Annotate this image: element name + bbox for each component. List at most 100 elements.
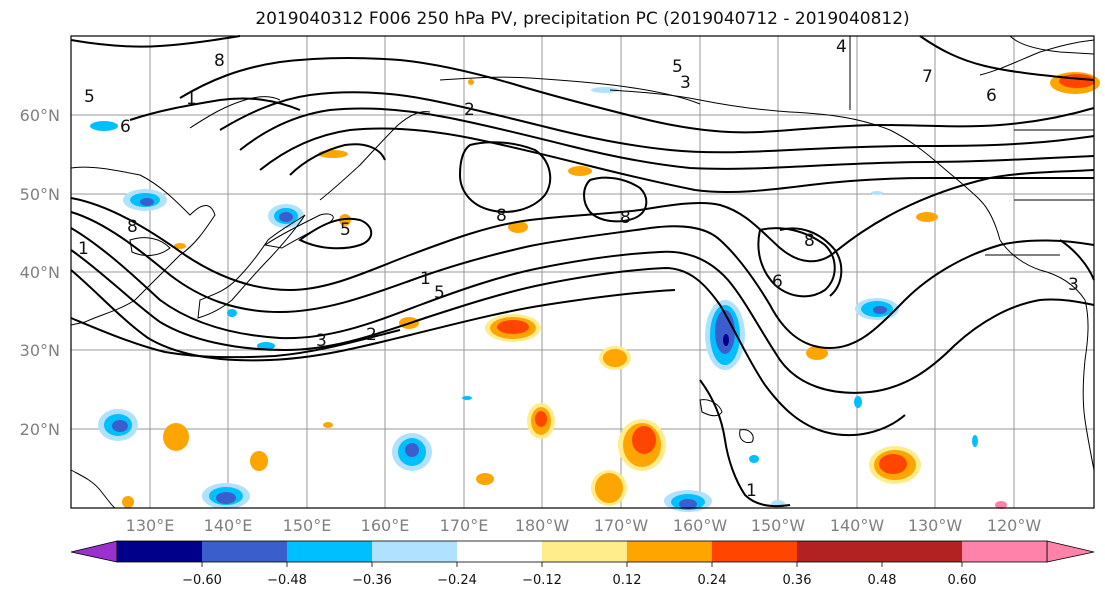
negative-precip-blob	[855, 298, 899, 320]
longitude-label: 130°E	[126, 516, 175, 535]
longitude-label: 170°W	[594, 516, 649, 535]
pv-contour-label: 8	[496, 206, 507, 226]
colorbar-segment	[797, 541, 882, 562]
longitude-label: 170°E	[440, 516, 489, 535]
colorbar: −0.60 −0.48 −0.36 −0.24 −0.12 0.12 0.24 …	[70, 540, 1095, 588]
negative-precip-blob	[749, 455, 759, 463]
colorbar-extend-high	[1046, 540, 1095, 563]
pv-contour-label: 2	[366, 325, 377, 345]
colorbar-tick-label: 0.48	[868, 573, 897, 588]
colorbar-segment	[627, 541, 712, 562]
longitude-label: 120°W	[987, 516, 1042, 535]
longitude-label: 130°W	[908, 516, 963, 535]
positive-precip-blob	[806, 346, 828, 360]
positive-precip-blob	[1050, 72, 1100, 94]
precipitation-anomaly-fills	[90, 72, 1100, 512]
colorbar-segment	[882, 541, 962, 562]
colorbar-tick-label: 0.12	[613, 573, 642, 588]
negative-precip-blob	[854, 396, 862, 408]
longitude-label: 150°W	[751, 516, 806, 535]
map-title: 2019040312 F006 250 hPa PV, precipitatio…	[255, 9, 910, 29]
positive-precip-blob	[174, 243, 186, 249]
pv-contour-label: 1	[186, 89, 197, 109]
pv-contour-label: 4	[836, 37, 847, 57]
positive-precip-blob	[591, 470, 627, 506]
pv-contour-label: 7	[922, 67, 933, 87]
pv-contour-label: 8	[214, 51, 225, 71]
graticule	[71, 36, 1094, 508]
negative-precip-blob	[123, 189, 167, 211]
colorbar-tick-label: 0.24	[698, 573, 727, 588]
positive-precip-blob	[568, 166, 592, 176]
colorbar-tick-label: −0.48	[267, 573, 307, 588]
colorbar-tick-label: −0.36	[352, 573, 392, 588]
positive-precip-blob	[122, 496, 134, 508]
colorbar-ticks	[201, 562, 963, 567]
colorbar-segment	[287, 541, 372, 562]
coastlines	[70, 35, 1095, 509]
positive-precip-blob	[163, 423, 189, 451]
latitude-label: 50°N	[20, 185, 60, 204]
positive-precip-blob	[618, 419, 666, 471]
negative-precip-blob	[705, 300, 745, 370]
colorbar-outline	[116, 540, 1048, 563]
negative-precip-blob	[227, 309, 237, 317]
pv-contour-label: 1	[746, 481, 757, 501]
pv-contour-label: 1	[78, 239, 89, 259]
positive-precip-blob	[485, 314, 541, 342]
colorbar-extend-low	[70, 540, 118, 563]
positive-precip-blob	[318, 150, 348, 158]
pv-contour-label: 5	[434, 283, 445, 303]
colorbar-segment	[712, 541, 797, 562]
colorbar-segment	[117, 541, 202, 562]
positive-precip-blob	[869, 446, 921, 484]
latitude-label: 20°N	[20, 420, 60, 439]
positive-precip-blob	[476, 473, 494, 485]
colorbar-tick-label: 0.36	[783, 573, 812, 588]
pv-contour-label: 8	[620, 208, 631, 228]
pv-contour-label: 6	[986, 86, 997, 106]
map-frame	[70, 35, 1095, 509]
positive-precip-blob	[916, 212, 938, 222]
positive-precip-blob	[508, 221, 528, 233]
negative-precip-blob	[462, 396, 472, 400]
colorbar-segment	[372, 541, 457, 562]
positive-precip-blob	[339, 214, 351, 226]
positive-precip-blob	[599, 346, 631, 370]
positive-precip-blob	[995, 501, 1007, 509]
colorbar-segment	[542, 541, 627, 562]
pv-contour-label: 8	[127, 217, 138, 237]
negative-precip-blob	[202, 483, 250, 509]
pv-contour-label: 5	[672, 57, 683, 77]
latitude-label: 40°N	[20, 263, 60, 282]
latitude-label: 60°N	[20, 106, 60, 125]
negative-precip-blob	[392, 433, 432, 471]
pv-contour-label: 6	[120, 117, 131, 137]
longitude-label: 160°E	[361, 516, 410, 535]
longitude-label: 150°E	[283, 516, 332, 535]
positive-precip-blob	[323, 422, 333, 428]
negative-precip-blob	[664, 490, 712, 512]
pv-contour-label: 1	[420, 269, 431, 289]
pv-contour-label: 3	[316, 331, 327, 351]
colorbar-tick-label: −0.12	[522, 573, 562, 588]
pv-contour-labels: 8 1 2 5 3 4 7 6 8 5 8 8 1 5 2 3 6 8 1 3 …	[78, 37, 1079, 501]
pv-contour-label: 3	[680, 73, 691, 93]
longitude-label: 180°W	[515, 516, 570, 535]
longitude-label: 160°W	[673, 516, 728, 535]
pv-contour-label: 5	[340, 220, 351, 240]
negative-precip-blob	[90, 121, 118, 131]
negative-precip-blob	[257, 342, 275, 350]
negative-precip-blob	[871, 191, 883, 195]
colorbar-segment	[202, 541, 287, 562]
longitude-axis: 130°E 140°E 150°E 160°E 170°E 180°W 170°…	[126, 516, 1042, 535]
pv-contour-label: 8	[804, 231, 815, 251]
pv-contour-label: 2	[464, 100, 475, 120]
pv-contour-label: 5	[84, 87, 95, 107]
longitude-label: 140°W	[830, 516, 885, 535]
positive-precip-blob	[527, 403, 555, 439]
colorbar-segment	[457, 541, 542, 562]
colorbar-tick-label: 0.60	[948, 573, 977, 588]
positive-precip-blob	[468, 79, 474, 85]
